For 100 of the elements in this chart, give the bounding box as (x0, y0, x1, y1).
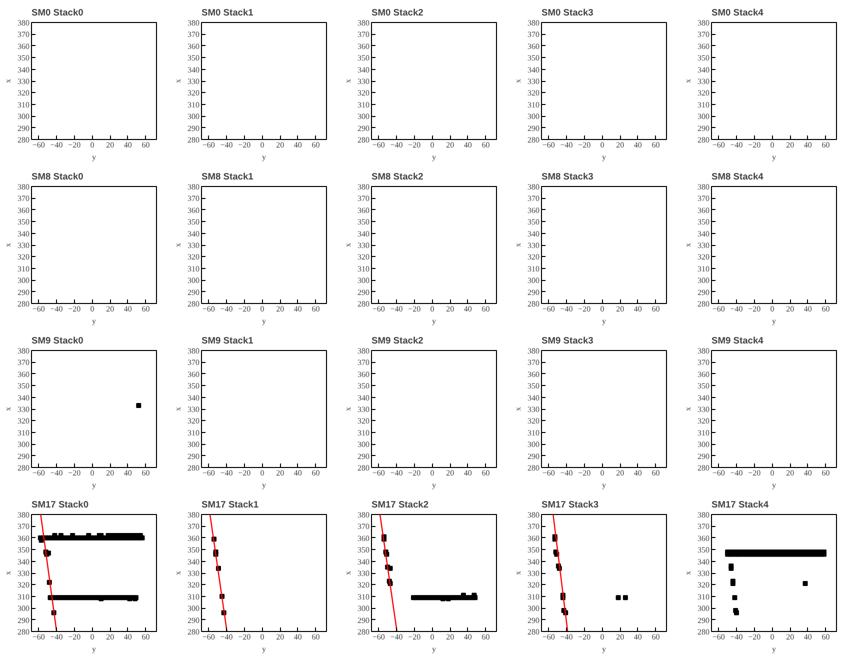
x-tick-label: 20 (616, 304, 624, 314)
y-tick-label: 310 (698, 592, 710, 602)
y-tick-label: 300 (18, 276, 30, 286)
y-tick-label: 280 (528, 136, 540, 144)
x-tick-label: −40 (50, 304, 63, 314)
chart-title: SM9 Stack1 (202, 336, 254, 346)
x-tick-label: −40 (730, 468, 743, 478)
x-tick-label: 40 (294, 632, 302, 642)
y-tick-label: 280 (528, 628, 540, 636)
x-tick-label: −20 (748, 140, 761, 150)
y-tick-label: 380 (698, 346, 710, 356)
y-tick-label: 310 (18, 592, 30, 602)
x-axis-title: y (602, 480, 606, 490)
x-axis-title: y (432, 644, 436, 654)
chart-title: SM8 Stack0 (32, 172, 84, 182)
y-axis-title: x (344, 79, 352, 83)
x-tick-label: −60 (32, 304, 45, 314)
y-tick-label: 290 (698, 452, 710, 461)
y-tick-label: 310 (188, 100, 200, 110)
y-tick-label: 350 (188, 54, 200, 63)
chart-title: SM0 Stack0 (32, 8, 84, 18)
x-tick-label: 60 (312, 468, 320, 478)
y-tick-label: 380 (358, 510, 370, 520)
y-tick-label: 300 (358, 604, 370, 614)
y-tick-label: 330 (188, 569, 200, 578)
y-tick-label: 280 (698, 628, 710, 636)
x-tick-label: 60 (142, 632, 150, 642)
y-axis-title: x (344, 243, 352, 247)
y-tick-label: 360 (18, 206, 30, 215)
y-tick-label: 350 (18, 546, 30, 555)
y-tick-label: 380 (698, 18, 710, 28)
x-tick-label: 0 (90, 468, 94, 478)
x-tick-label: 60 (312, 632, 320, 642)
x-axis-title: y (432, 480, 436, 490)
y-tick-label: 350 (698, 382, 710, 391)
x-tick-label: 60 (652, 632, 660, 642)
y-axis-title: x (174, 571, 182, 575)
x-tick-label: 60 (482, 140, 490, 150)
x-axis-title: y (432, 316, 436, 326)
x-tick-label: 0 (90, 304, 94, 314)
y-tick-label: 360 (698, 370, 710, 379)
x-tick-label: −60 (372, 632, 385, 642)
y-tick-label: 380 (18, 510, 30, 520)
y-tick-label: 370 (698, 30, 710, 40)
x-tick-label: −20 (578, 468, 591, 478)
y-tick-label: 350 (528, 382, 540, 391)
x-axis-title: y (92, 316, 96, 326)
y-axis-title: x (684, 407, 692, 411)
y-tick-label: 320 (698, 416, 710, 426)
y-tick-label: 280 (358, 136, 370, 144)
y-tick-label: 290 (358, 452, 370, 461)
x-tick-label: 40 (804, 140, 812, 150)
y-tick-label: 300 (698, 112, 710, 122)
x-tick-label: −20 (748, 304, 761, 314)
y-tick-label: 310 (698, 100, 710, 110)
y-tick-label: 340 (188, 65, 200, 74)
x-tick-label: −40 (50, 140, 63, 150)
y-tick-label: 370 (358, 30, 370, 40)
y-tick-label: 340 (698, 393, 710, 402)
x-tick-label: 0 (260, 632, 264, 642)
y-tick-label: 290 (698, 124, 710, 133)
y-tick-label: 380 (528, 182, 540, 192)
x-tick-label: 40 (124, 468, 132, 478)
y-tick-label: 290 (698, 288, 710, 297)
y-tick-label: 290 (18, 288, 30, 297)
x-tick-label: 40 (294, 304, 302, 314)
y-tick-label: 330 (528, 569, 540, 578)
y-axis-title: x (514, 79, 522, 83)
y-tick-label: 350 (18, 382, 30, 391)
y-tick-label: 370 (698, 522, 710, 532)
y-tick-label: 300 (698, 276, 710, 286)
x-axis-title: y (262, 152, 266, 162)
x-tick-label: 40 (124, 304, 132, 314)
x-tick-label: 0 (90, 632, 94, 642)
y-tick-label: 290 (358, 124, 370, 133)
y-tick-label: 360 (528, 206, 540, 215)
x-tick-label: −20 (408, 304, 421, 314)
x-tick-label: 20 (276, 304, 284, 314)
y-tick-label: 280 (188, 300, 200, 308)
y-tick-label: 290 (698, 616, 710, 625)
x-tick-label: −20 (408, 140, 421, 150)
y-tick-label: 330 (698, 405, 710, 414)
x-tick-label: 40 (804, 632, 812, 642)
y-tick-label: 310 (698, 264, 710, 274)
y-tick-label: 370 (18, 358, 30, 368)
y-tick-label: 380 (188, 18, 200, 28)
y-tick-label: 310 (18, 428, 30, 438)
y-tick-label: 320 (18, 252, 30, 262)
x-axis-title: y (92, 644, 96, 654)
y-tick-label: 280 (358, 628, 370, 636)
x-tick-label: −20 (578, 140, 591, 150)
y-tick-label: 350 (358, 54, 370, 63)
y-tick-label: 330 (358, 77, 370, 86)
y-tick-label: 370 (698, 358, 710, 368)
y-tick-label: 280 (188, 136, 200, 144)
y-tick-label: 330 (698, 241, 710, 250)
y-tick-label: 310 (188, 592, 200, 602)
x-axis-title: y (602, 152, 606, 162)
y-tick-label: 280 (18, 464, 30, 472)
x-tick-label: −40 (220, 140, 233, 150)
